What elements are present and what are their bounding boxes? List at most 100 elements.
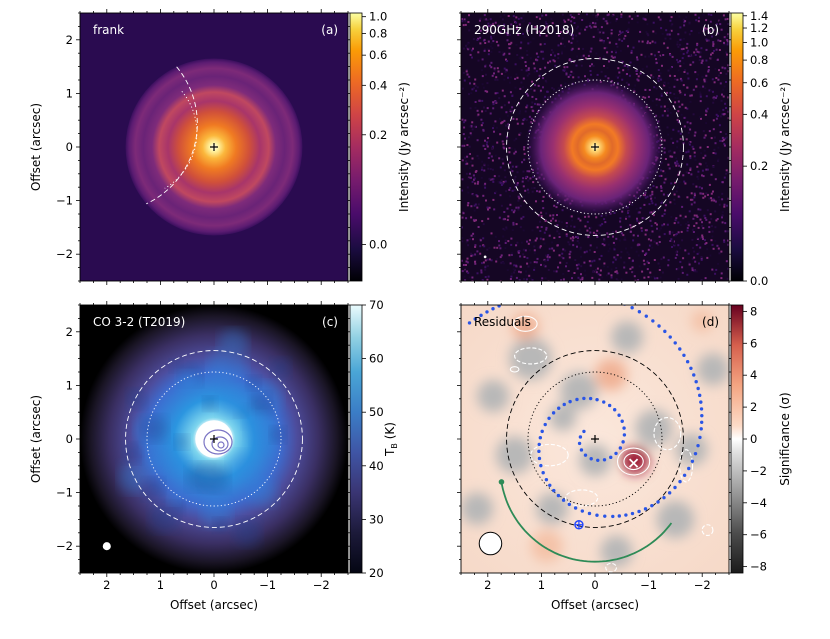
noise-pixel [626,251,629,254]
noise-pixel [500,72,503,75]
noise-pixel [726,18,729,20]
noise-pixel [670,137,673,140]
noise-pixel [525,69,528,72]
noise-pixel [686,42,689,45]
noise-pixel [599,224,602,227]
noise-pixel [680,79,683,82]
noise-pixel [607,243,610,246]
noise-pixel [569,74,572,77]
noise-pixel [681,271,684,274]
noise-pixel [508,188,511,191]
noise-pixel [503,52,506,55]
noise-pixel [674,181,676,184]
spiral-wake [467,295,704,519]
noise-pixel [679,60,682,63]
noise-pixel [483,38,486,41]
noise-pixel [496,246,499,249]
colorbar-tick-label: 50 [369,405,384,419]
noise-pixel [674,161,677,164]
noise-pixel [575,64,578,67]
noise-pixel [479,239,482,242]
positive-contours [509,315,651,476]
noise-pixel [461,240,464,243]
co-clump [165,452,191,477]
noise-pixel [595,246,598,249]
noise-pixel [563,66,566,69]
colorbar-label-main: T [383,448,397,457]
noise-pixel [570,20,573,23]
noise-pixel [706,209,709,212]
noise-pixel [646,32,649,35]
noise-pixel [515,265,518,268]
noise-pixel [492,178,495,181]
residual-negative [461,492,494,525]
noise-pixel [603,40,605,42]
noise-pixel [715,48,718,51]
noise-pixel [674,101,677,104]
noise-pixel [570,41,573,44]
noise-pixel [708,89,711,92]
noise-pixel [498,244,501,247]
noise-pixel [533,249,536,252]
spiral-dot [622,433,627,437]
colorbar-tick-label: 0.6 [750,76,768,90]
noise-pixel [533,268,536,271]
noise-pixel [698,59,701,62]
noise-pixel [500,204,503,207]
noise-pixel [489,112,492,115]
noise-pixel [715,268,718,271]
noise-pixel [673,193,676,196]
noise-pixel [540,263,542,266]
noise-pixel [566,66,569,69]
noise-pixel [700,47,703,50]
colorbar-label: TB (K) [383,422,399,457]
noise-pixel [476,250,479,253]
noise-pixel [553,270,556,273]
noise-pixel [621,60,624,63]
noise-pixel [545,226,548,229]
colorbar-tick-label: 6 [750,336,757,350]
noise-pixel [638,243,641,246]
noise-pixel [696,50,699,53]
noise-pixel [661,114,664,117]
noise-pixel [565,73,568,76]
spiral-dot [582,429,586,434]
noise-pixel [534,25,537,28]
noise-pixel [723,240,726,243]
residual-negative [635,409,673,448]
noise-pixel [461,178,464,181]
noise-pixel [571,16,574,18]
colorbar-tick-label: 8 [750,304,757,318]
noise-pixel [472,218,475,221]
noise-pixel [492,101,495,104]
noise-pixel [483,245,486,248]
noise-pixel [471,180,474,183]
noise-pixel [725,133,727,135]
noise-pixel [494,120,497,123]
noise-pixel [674,233,677,236]
contour [211,436,229,452]
spiral-dot [578,435,583,439]
noise-pixel [481,166,484,169]
noise-pixel [585,250,588,253]
noise-pixel [475,170,478,172]
noise-pixel [560,256,563,259]
noise-pixel [699,246,702,249]
noise-pixel [576,245,578,248]
noise-pixel [684,93,686,96]
spiral-dot [643,507,648,511]
spiral-dot [525,295,528,298]
noise-pixel [488,206,491,209]
spiral-dot [537,449,541,454]
noise-pixel [704,113,707,116]
noise-pixel [505,227,508,230]
noise-pixel [481,262,483,265]
colorbar-tick-label: 1.0 [750,35,768,49]
noise-pixel [488,49,490,52]
noise-pixel [493,130,495,133]
noise-pixel [702,227,705,230]
noise-pixel [491,74,494,77]
spiral-dot [595,397,599,402]
noise-pixel [494,235,497,238]
